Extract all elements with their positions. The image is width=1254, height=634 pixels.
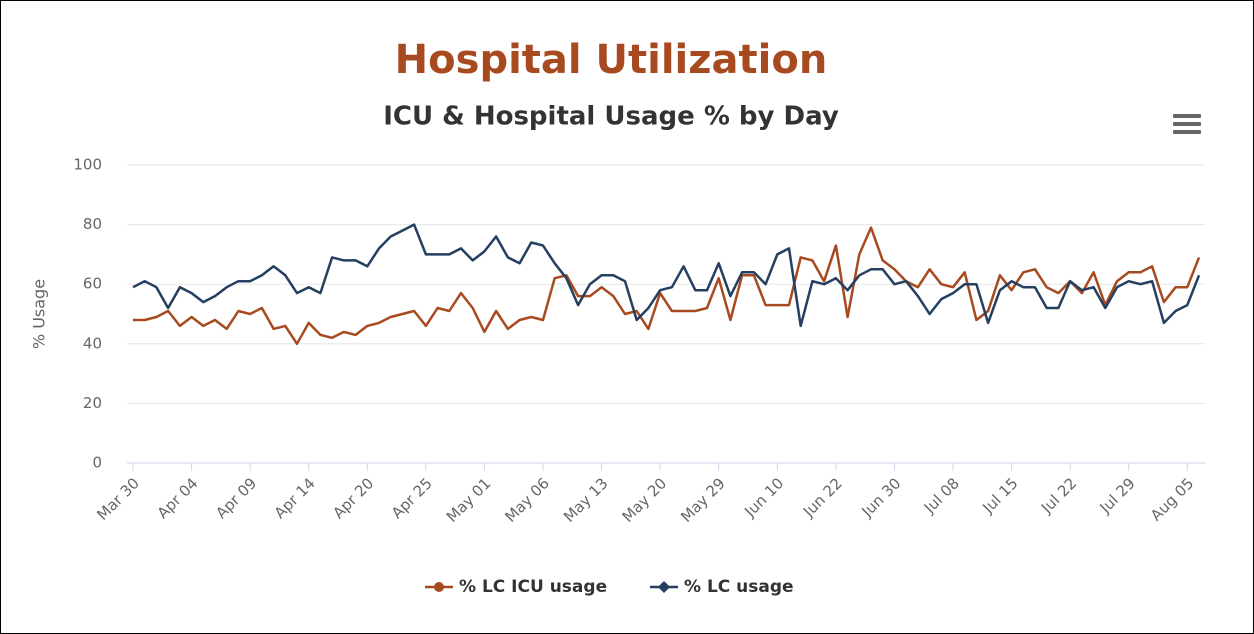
y-tick-label: 60 bbox=[83, 275, 102, 293]
series-line bbox=[132, 223, 1201, 328]
legend-marker bbox=[658, 581, 670, 593]
legend-marker bbox=[434, 582, 444, 592]
legend-item: % LC ICU usage bbox=[425, 577, 607, 597]
chart-subtitle: ICU & Hospital Usage % by Day bbox=[383, 102, 839, 132]
legend-label: % LC ICU usage bbox=[459, 577, 607, 597]
series-line bbox=[133, 226, 1201, 346]
menu-bar bbox=[1173, 114, 1201, 118]
y-tick-label: 40 bbox=[83, 334, 102, 352]
legend-item: % LC usage bbox=[650, 577, 794, 597]
chart-title: Hospital Utilization bbox=[395, 37, 828, 83]
y-tick-label: 20 bbox=[83, 394, 102, 412]
y-tick-label: 80 bbox=[83, 215, 102, 233]
menu-bar bbox=[1173, 130, 1201, 134]
y-tick-label: 0 bbox=[92, 454, 102, 472]
y-tick-label: 100 bbox=[73, 156, 102, 174]
menu-bar bbox=[1173, 122, 1201, 126]
menu-button[interactable] bbox=[1170, 110, 1204, 140]
y-axis-title: % Usage bbox=[30, 279, 49, 349]
legend-label: % LC usage bbox=[684, 577, 794, 597]
